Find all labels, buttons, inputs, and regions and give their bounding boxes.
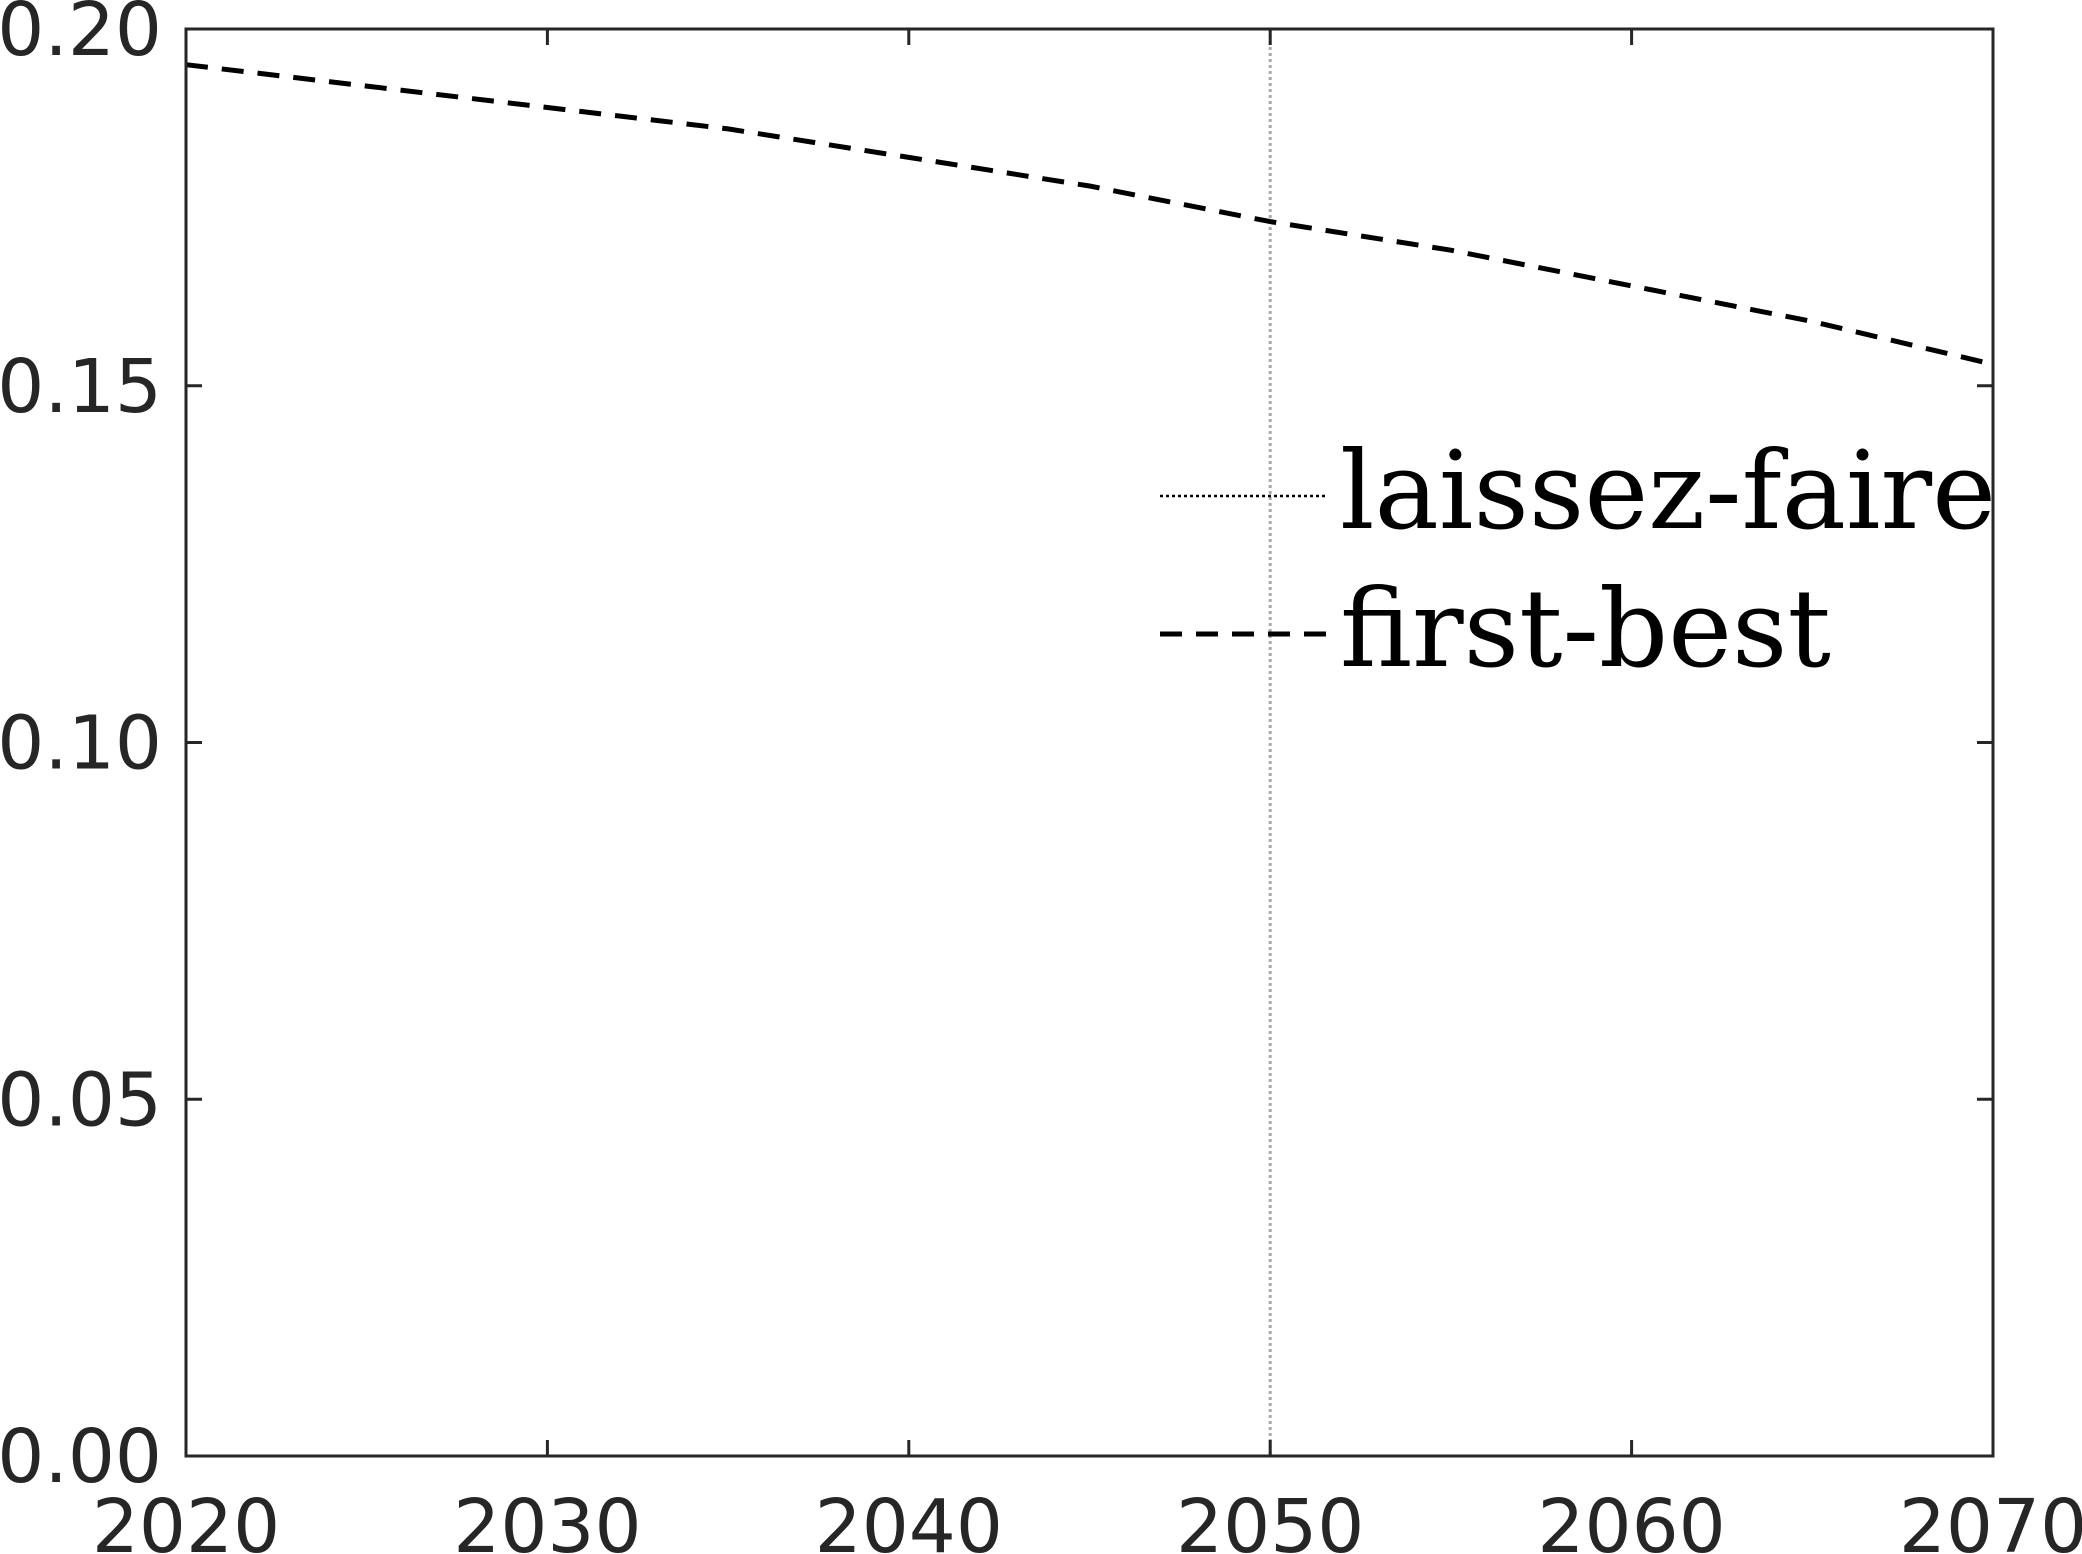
y-tick-label-0.2: 0.20 xyxy=(0,0,162,73)
legend: laissez-faire first-best xyxy=(1160,429,1996,692)
x-tick-label-2060: 2060 xyxy=(1537,1484,1725,1554)
y-tick-label-0.15: 0.15 xyxy=(0,344,162,430)
x-tick-label-2050: 2050 xyxy=(1176,1484,1364,1554)
x-tick-label-2070: 2070 xyxy=(1899,1484,2082,1554)
y-tick-label-0.05: 0.05 xyxy=(0,1057,162,1143)
x-tick-label-2040: 2040 xyxy=(815,1484,1003,1554)
x-tick-label-2020: 2020 xyxy=(92,1484,280,1554)
x-tick-label-2030: 2030 xyxy=(453,1484,641,1554)
series-line-first-best xyxy=(185,62,1994,367)
legend-label-first-best: first-best xyxy=(1340,567,1831,692)
y-tick-label-0.1: 0.10 xyxy=(0,701,162,787)
series-layer xyxy=(185,62,1994,1458)
y-tick-label-0: 0.00 xyxy=(0,1414,162,1500)
legend-label-laissez-faire: laissez-faire xyxy=(1340,429,1996,554)
plot-area-frame xyxy=(184,27,1995,1458)
